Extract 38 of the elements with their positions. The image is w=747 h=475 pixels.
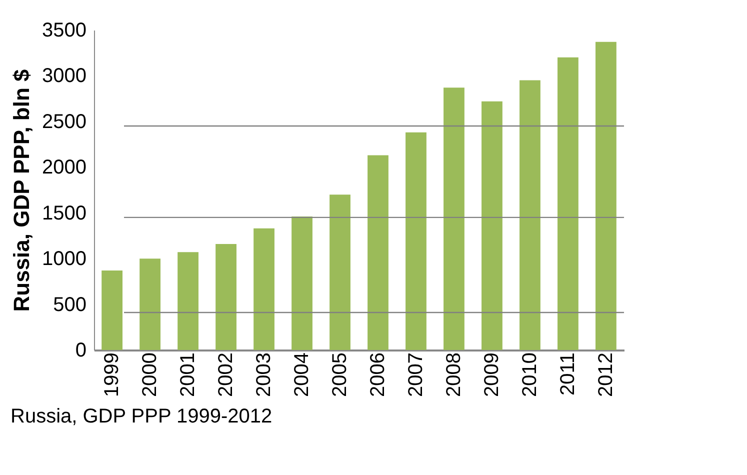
text: Russia, GDP PPP 1999-2012	[10, 405, 272, 428]
bar	[140, 258, 160, 350]
y-tick-label: 1500	[42, 202, 86, 224]
x-tick-label: 2011	[556, 352, 579, 396]
x-tick-label: 2003	[253, 352, 276, 397]
bar	[254, 228, 274, 350]
x-tick-label: 2012	[594, 352, 617, 397]
x-tick-label: 1999	[101, 352, 124, 397]
bar	[292, 216, 312, 350]
bar	[558, 57, 578, 350]
x-tick-label: 2009	[480, 352, 503, 397]
x-tick-label: 2007	[404, 352, 427, 397]
bar	[444, 88, 464, 350]
bar	[520, 80, 540, 350]
x-tick-label: 2006	[366, 352, 389, 397]
y-tick-label: 500	[53, 294, 86, 316]
y-axis-title: Russia, GDP PPP, bln $	[9, 69, 34, 312]
x-tick-label: 2008	[442, 352, 465, 397]
bar	[330, 194, 350, 350]
bar	[368, 155, 388, 350]
y-tick-label: 3500	[42, 20, 86, 42]
y-tick-label: 2500	[42, 110, 86, 133]
x-tick-label: 2002	[215, 352, 238, 397]
bar	[596, 42, 616, 350]
y-tick-label: 0	[75, 340, 86, 362]
x-tick-label: 2000	[139, 352, 162, 397]
bar	[102, 270, 122, 350]
y-tick-label: 3000	[42, 65, 86, 88]
y-tick-label: 1000	[42, 248, 86, 270]
x-tick-label: 2005	[329, 352, 352, 397]
x-tick-label: 2004	[291, 352, 314, 397]
bar	[178, 252, 198, 350]
bar	[406, 132, 426, 350]
x-tick-label: 2001	[177, 352, 200, 397]
bar	[482, 101, 502, 350]
x-tick-label: 2010	[518, 352, 541, 397]
bar	[216, 244, 236, 350]
y-tick-label: 2000	[42, 156, 86, 179]
